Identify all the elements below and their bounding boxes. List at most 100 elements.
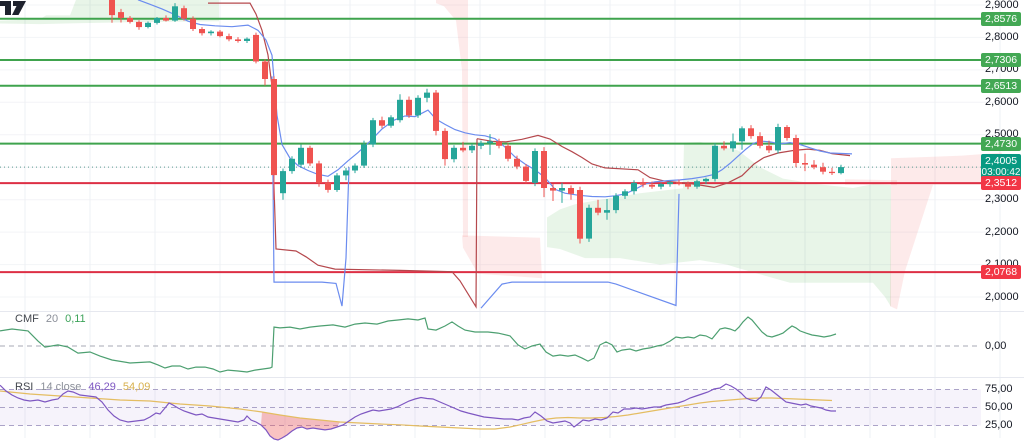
price-tick: 2,3000 (985, 193, 1019, 206)
price-level-badge: 2,4730 (981, 136, 1021, 151)
candle (676, 179, 682, 186)
kijun-line (208, 2, 478, 309)
candle (343, 167, 349, 181)
candle (190, 16, 196, 31)
candle (208, 30, 214, 36)
cmf-tick: 0,00 (985, 339, 1007, 352)
rsi-line (0, 383, 836, 441)
candle (820, 162, 826, 175)
candle (496, 138, 502, 149)
candle (550, 184, 556, 201)
candle (325, 179, 331, 193)
candle (289, 156, 295, 174)
candle (442, 128, 448, 166)
candle (658, 182, 664, 190)
cmf-indicator-label[interactable]: CMF 20 0,11 (15, 313, 93, 326)
rsi-fill-down (261, 412, 340, 440)
candle (541, 147, 547, 198)
candle (757, 132, 763, 149)
price-tick: 2,9000 (985, 0, 1019, 11)
price-tick: 2,0000 (985, 290, 1019, 303)
candle (388, 115, 394, 128)
candle (316, 160, 322, 187)
candle (118, 8, 124, 23)
indicator-label-part: 14 close (40, 381, 82, 393)
candle (460, 141, 466, 153)
candle (730, 133, 736, 152)
candle (802, 153, 808, 172)
candle (784, 125, 790, 141)
indicator-label-part: 54,09 (122, 381, 151, 393)
candle (262, 59, 268, 86)
candle (478, 140, 484, 150)
candle (829, 167, 835, 175)
candle (172, 3, 178, 22)
tradingview-logo[interactable] (0, 0, 28, 17)
candle (406, 96, 412, 118)
tenkan-line (271, 76, 350, 307)
candle (370, 117, 376, 148)
candle (811, 160, 817, 170)
price-tick: 2,2000 (985, 225, 1019, 238)
candle (217, 30, 223, 38)
rsi-tick: 75,00 (985, 383, 1013, 395)
candle (532, 148, 538, 187)
rsi-indicator-label[interactable]: RSI 14 close 46,29 54,09 (15, 381, 157, 394)
candle (334, 173, 340, 192)
ichimoku-cloud-red (891, 152, 1002, 185)
cmf-line (0, 316, 837, 373)
candle (622, 189, 628, 199)
candle (145, 21, 151, 29)
candle (568, 185, 574, 200)
candle (667, 180, 673, 187)
candle (793, 134, 799, 168)
tenkan-line (480, 193, 680, 309)
candle (712, 143, 718, 182)
candle (433, 90, 439, 136)
candle (694, 179, 700, 189)
candle (721, 141, 727, 151)
candle (136, 20, 142, 30)
price-level-badge: 2,6513 (981, 78, 1021, 93)
candle (127, 16, 133, 24)
candle (586, 204, 592, 242)
candle (577, 186, 583, 244)
candle (361, 140, 367, 168)
candle (613, 193, 619, 214)
rsi-signal-line (0, 390, 833, 430)
ichimoku-cloud-red (436, 0, 468, 237)
candle (523, 164, 529, 184)
price-level-badge: 2,8576 (981, 11, 1021, 26)
ichimoku-cloud-red (462, 235, 542, 279)
current-price-badge: 2,4005 03:00:42 (981, 153, 1021, 180)
candle (397, 94, 403, 123)
candle (469, 143, 475, 153)
candle (487, 134, 493, 155)
candle (109, 0, 115, 23)
candle (244, 37, 250, 43)
candle (163, 15, 169, 22)
candle (604, 199, 610, 220)
price-level-badge: 2,7306 (981, 52, 1021, 67)
indicator-label-part: 46,29 (88, 381, 116, 393)
candle (235, 37, 241, 43)
candle (505, 143, 511, 162)
candle (595, 199, 601, 216)
candle (703, 177, 709, 185)
candle (685, 181, 691, 190)
candle (226, 33, 232, 42)
candle (640, 178, 646, 188)
price-tick: 2,6000 (985, 95, 1019, 108)
candle (631, 180, 637, 195)
candle (748, 125, 754, 139)
candle (739, 126, 745, 150)
candle (307, 145, 313, 166)
indicator-label-part: 0,11 (65, 313, 86, 325)
candle (181, 5, 187, 21)
candle (775, 123, 781, 154)
price-tick: 2,8000 (985, 30, 1019, 43)
indicator-label-part: CMF (15, 313, 39, 325)
candle (280, 168, 286, 200)
